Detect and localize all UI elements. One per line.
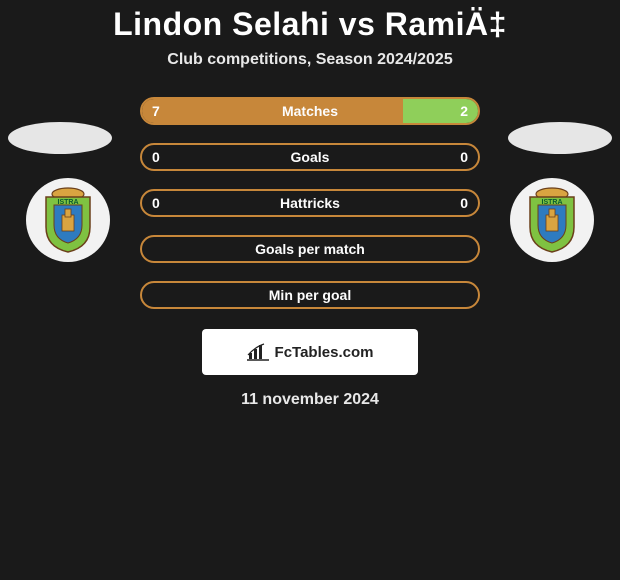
stat-value-right: 0: [460, 149, 468, 165]
svg-text:ISTRA: ISTRA: [58, 199, 79, 206]
stat-value-left: 0: [152, 149, 160, 165]
stat-value-right: 2: [460, 103, 468, 119]
stat-bar: 0 0 Goals: [140, 143, 480, 171]
stat-bar: Min per goal: [140, 281, 480, 309]
stat-bar: 0 0 Hattricks: [140, 189, 480, 217]
fctables-box: FcTables.com: [202, 329, 418, 375]
fctables-label: FcTables.com: [275, 344, 374, 361]
stat-label: Matches: [282, 103, 338, 119]
stat-label: Hattricks: [280, 195, 340, 211]
subtitle: Club competitions, Season 2024/2025: [0, 51, 620, 69]
player-left-ellipse: [8, 122, 112, 154]
club-crest-right-icon: ISTRA: [524, 187, 580, 253]
stat-bar-fill-left: [142, 99, 403, 123]
stat-label: Goals per match: [255, 241, 365, 257]
club-badge-left: ISTRA: [26, 178, 110, 262]
stat-value-left: 7: [152, 103, 160, 119]
page-title: Lindon Selahi vs RamiÄ‡: [0, 0, 620, 43]
player-right-ellipse: [508, 122, 612, 154]
svg-text:ISTRA: ISTRA: [542, 199, 563, 206]
stat-label: Goals: [291, 149, 330, 165]
stat-value-left: 0: [152, 195, 160, 211]
bar-chart-icon: [247, 343, 269, 361]
stats-bars: 7 2 Matches 0 0 Goals 0 0 Hattricks Goals per mat…: [140, 97, 480, 309]
date-label: 11 november 2024: [0, 391, 620, 409]
stat-value-right: 0: [460, 195, 468, 211]
stat-label: Min per goal: [269, 287, 351, 303]
club-crest-left-icon: ISTRA: [40, 187, 96, 253]
club-badge-right: ISTRA: [510, 178, 594, 262]
stat-bar: 7 2 Matches: [140, 97, 480, 125]
stat-bar: Goals per match: [140, 235, 480, 263]
